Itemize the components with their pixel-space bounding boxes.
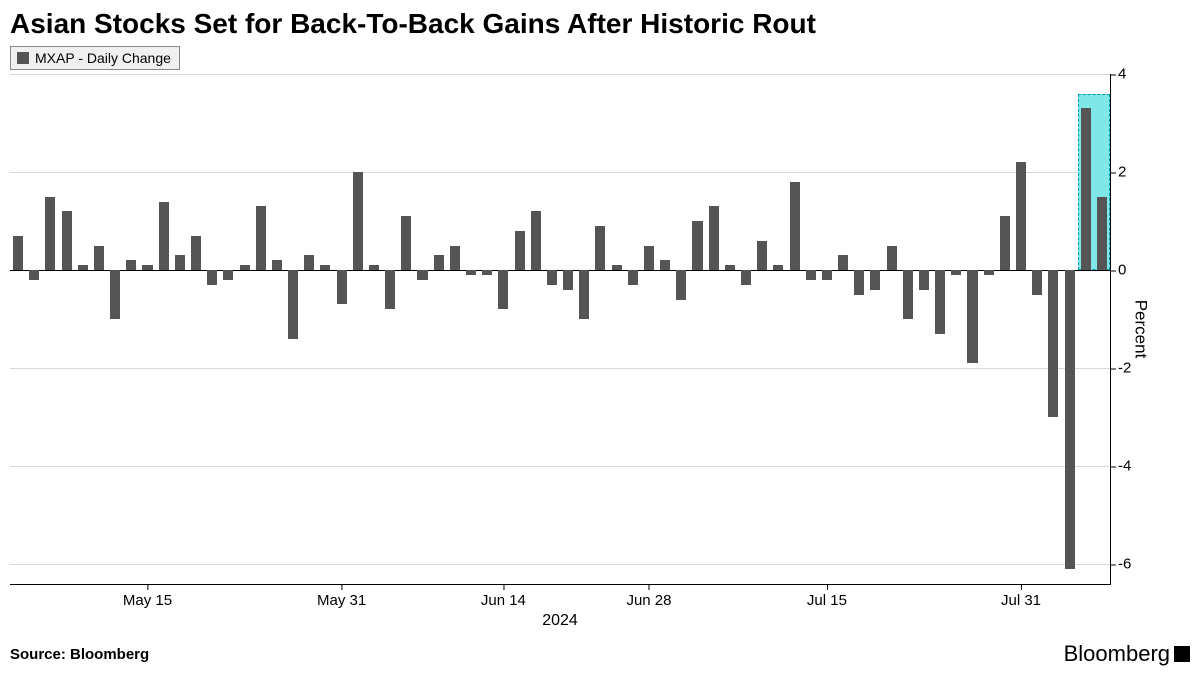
- bar: [417, 270, 427, 280]
- bar: [110, 270, 120, 319]
- bar: [1048, 270, 1058, 417]
- bar: [1016, 162, 1026, 270]
- bar: [45, 197, 55, 271]
- bar: [385, 270, 395, 309]
- bar: [450, 246, 460, 271]
- x-tick-label: Jun 28: [626, 584, 671, 609]
- x-tick-label: May 15: [123, 584, 172, 609]
- bar: [159, 202, 169, 271]
- plot-area: Percent 2024 420-2-4-6May 15May 31Jun 14…: [10, 74, 1111, 585]
- bar: [790, 182, 800, 270]
- legend-label: MXAP - Daily Change: [35, 50, 171, 66]
- brand-icon: [1174, 646, 1190, 662]
- bar: [240, 265, 250, 270]
- x-tick-label: Jul 15: [807, 584, 847, 609]
- bar: [1081, 108, 1091, 270]
- gridline: [10, 368, 1110, 369]
- legend-swatch: [17, 52, 29, 64]
- bar: [547, 270, 557, 285]
- bar: [353, 172, 363, 270]
- gridline: [10, 74, 1110, 75]
- bar: [175, 255, 185, 270]
- y-tick-label: -6: [1110, 556, 1131, 573]
- bar: [142, 265, 152, 270]
- bar: [401, 216, 411, 270]
- bar: [967, 270, 977, 363]
- legend: MXAP - Daily Change: [10, 46, 180, 70]
- bar: [579, 270, 589, 319]
- bar: [223, 270, 233, 280]
- gridline: [10, 466, 1110, 467]
- bar: [935, 270, 945, 334]
- chart-title: Asian Stocks Set for Back-To-Back Gains …: [0, 0, 1200, 46]
- y-tick-label: -4: [1110, 458, 1131, 475]
- bar: [531, 211, 541, 270]
- bar: [838, 255, 848, 270]
- y-tick-label: 4: [1110, 66, 1126, 83]
- bar: [854, 270, 864, 295]
- bar: [288, 270, 298, 339]
- x-tick-label: Jul 31: [1001, 584, 1041, 609]
- brand-logo: Bloomberg: [1064, 641, 1190, 667]
- bar: [256, 206, 266, 270]
- bar: [887, 246, 897, 271]
- bar: [870, 270, 880, 290]
- bar: [822, 270, 832, 280]
- bar: [272, 260, 282, 270]
- bar: [741, 270, 751, 285]
- bar: [515, 231, 525, 270]
- bar: [126, 260, 136, 270]
- bar: [919, 270, 929, 290]
- bar: [628, 270, 638, 285]
- bar: [62, 211, 72, 270]
- y-tick-label: 0: [1110, 262, 1126, 279]
- bar: [466, 270, 476, 275]
- bar: [692, 221, 702, 270]
- bar: [563, 270, 573, 290]
- bar: [78, 265, 88, 270]
- gridline: [10, 172, 1110, 173]
- source-label: Source: Bloomberg: [10, 646, 149, 663]
- footer: Source: Bloomberg Bloomberg: [10, 641, 1190, 667]
- bar: [806, 270, 816, 280]
- bar: [595, 226, 605, 270]
- x-tick-label: Jun 14: [481, 584, 526, 609]
- bar: [757, 241, 767, 270]
- bar: [1032, 270, 1042, 295]
- x-axis-label: 2024: [542, 612, 578, 630]
- bar: [191, 236, 201, 270]
- bar: [13, 236, 23, 270]
- bar: [709, 206, 719, 270]
- bar: [773, 265, 783, 270]
- bar: [951, 270, 961, 275]
- bar: [725, 265, 735, 270]
- bar: [984, 270, 994, 275]
- bar: [207, 270, 217, 285]
- gridline: [10, 564, 1110, 565]
- bar: [1097, 197, 1107, 271]
- bar: [1000, 216, 1010, 270]
- bar: [482, 270, 492, 275]
- x-tick-label: May 31: [317, 584, 366, 609]
- bar: [29, 270, 39, 280]
- y-tick-label: -2: [1110, 360, 1131, 377]
- y-tick-label: 2: [1110, 164, 1126, 181]
- bar: [369, 265, 379, 270]
- bar: [304, 255, 314, 270]
- y-axis-label: Percent: [1131, 300, 1151, 359]
- bar: [1065, 270, 1075, 569]
- bar: [94, 246, 104, 271]
- bar: [337, 270, 347, 304]
- bar: [498, 270, 508, 309]
- bar: [676, 270, 686, 299]
- bar: [903, 270, 913, 319]
- bar: [644, 246, 654, 271]
- bar: [320, 265, 330, 270]
- bar: [434, 255, 444, 270]
- bar: [612, 265, 622, 270]
- bar: [660, 260, 670, 270]
- chart-container: Percent 2024 420-2-4-6May 15May 31Jun 14…: [10, 74, 1180, 585]
